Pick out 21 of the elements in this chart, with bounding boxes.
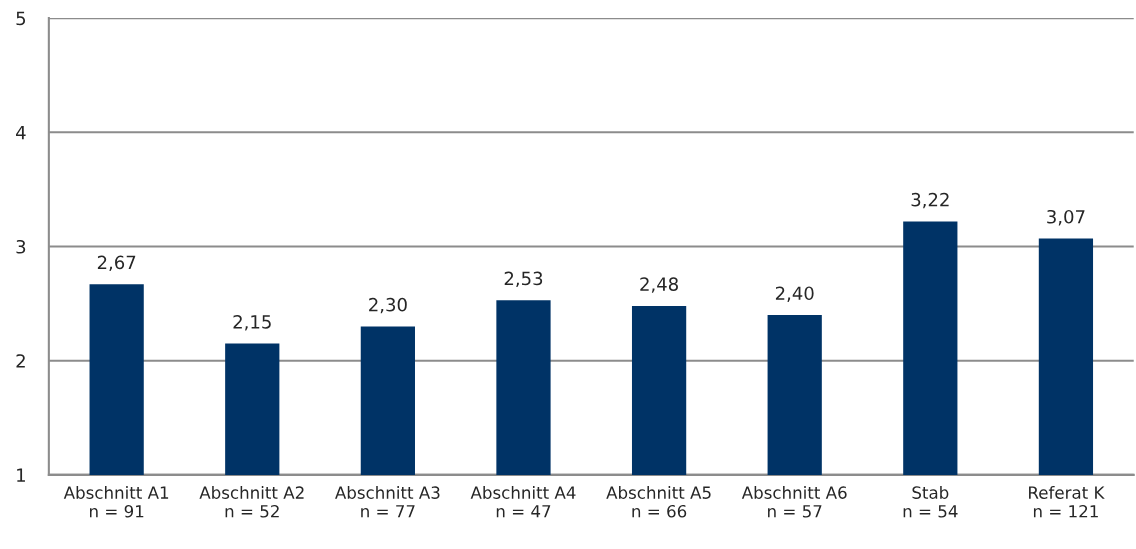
x-tick-label: Abschnitt A4 n = 47 [470,486,576,518]
y-tick-label: 4 [16,126,26,140]
y-tick-label: 3 [16,239,26,254]
data-label: 3,07 [1047,209,1085,226]
data-label: 2,67 [97,255,136,272]
x-tick-label: Referat K n = 121 [1029,486,1105,518]
x-tick-label: Abschnitt A6 n = 57 [741,486,847,518]
y-tick-label: 1 [17,468,25,482]
y-tick-label: 2 [16,354,25,368]
data-label: 2,30 [369,297,407,314]
x-tick-label: Abschnitt A3 n = 77 [335,486,440,518]
data-label: 3,22 [911,192,949,209]
data-label: 2,15 [233,314,271,331]
data-label: 2,53 [504,271,543,288]
y-tick-label: 5 [16,11,26,26]
x-tick-label: Abschnitt A5 n = 66 [606,486,711,518]
x-tick-label: Stab n = 54 [903,486,958,518]
x-tick-label: Abschnitt A2 n = 52 [199,486,304,518]
x-tick-label: Abschnitt A1 n = 91 [63,486,169,518]
data-label: 2,40 [775,286,814,302]
data-label: 2,48 [640,277,678,293]
